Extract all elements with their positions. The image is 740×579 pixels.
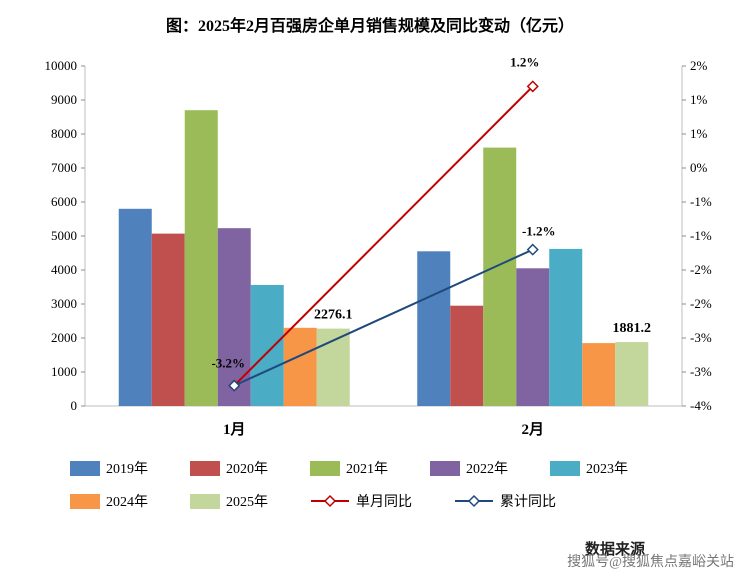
bar-2025年-2月 [615, 342, 649, 406]
legend-diamond [323, 494, 337, 508]
left-axis-tick-label: 0 [71, 398, 78, 413]
bar-2019年-1月 [118, 208, 152, 406]
left-axis-tick-label: 10000 [45, 58, 78, 73]
legend-swatch [190, 460, 220, 476]
bar-2020年-1月 [151, 233, 185, 406]
bar-2021年-2月 [483, 147, 517, 406]
left-axis-tick-label: 5000 [51, 228, 77, 243]
legend-label: 累计同比 [500, 495, 556, 510]
left-axis-tick-label: 7000 [51, 160, 77, 175]
bar-2022年-2月 [516, 268, 550, 406]
legend-label: 2022年 [466, 462, 508, 477]
legend-item-2022年: 2022年 [430, 458, 508, 478]
right-axis-tick-label: -2% [690, 296, 712, 311]
right-axis-tick-label: 2% [690, 58, 708, 73]
left-axis-tick-label: 3000 [51, 296, 77, 311]
right-axis-tick-label: -3% [690, 330, 712, 345]
left-axis-tick-label: 8000 [51, 126, 77, 141]
left-axis-tick-label: 6000 [51, 194, 77, 209]
legend-label: 2021年 [346, 462, 388, 477]
left-axis-tick-label: 2000 [51, 330, 77, 345]
legend-swatch [310, 460, 340, 476]
diamond-marker-单月同比 [526, 80, 539, 93]
legend-line-marker [311, 494, 349, 508]
sales-bar-line-chart: 0 1000 2000 3000 4000 5000 6000 7000 8000 9000 100… [45, 54, 712, 438]
legend-label: 单月同比 [356, 495, 412, 510]
legend-label: 2020年 [226, 462, 268, 477]
legend-swatch [430, 460, 460, 476]
bar-2020年-2月 [450, 305, 484, 406]
bar-2023年-1月 [250, 284, 284, 406]
category-label: 1月 [223, 421, 246, 438]
legend-item-2021年: 2021年 [310, 458, 388, 478]
line-value-label: 1.2% [510, 54, 539, 69]
line-value-label: -3.2% [211, 356, 245, 371]
data-source-label: 数据来源 [584, 542, 645, 558]
legend-swatch [70, 460, 100, 476]
left-axis-tick-label: 4000 [51, 262, 77, 277]
legend-item-累计同比: 累计同比 [454, 491, 556, 511]
category-label: 2月 [521, 421, 544, 438]
legend-item-2025年: 2025年 [190, 491, 268, 511]
legend-item-2023年: 2023年 [550, 458, 628, 478]
legend-item-2020年: 2020年 [190, 458, 268, 478]
legend-swatch [70, 493, 100, 509]
line-累计同比 [233, 248, 534, 387]
bar-2024年-2月 [582, 343, 616, 406]
right-axis-tick-label: -4% [690, 398, 712, 413]
right-axis-tick-label: -1% [690, 194, 712, 209]
right-axis-tick-label: -2% [690, 262, 712, 277]
legend-line-marker [455, 494, 493, 508]
bar-value-label: 2276.1 [314, 308, 353, 323]
legend-label: 2025年 [226, 495, 268, 510]
legend-swatch [550, 460, 580, 476]
left-axis-tick-label: 1000 [51, 364, 77, 379]
left-axis-tick-label: 9000 [51, 92, 77, 107]
bar-2023年-2月 [549, 248, 583, 406]
right-axis-tick-label: 1% [690, 92, 708, 107]
bar-2021年-1月 [184, 110, 218, 406]
line-value-label: -1.2% [522, 224, 556, 239]
legend-label: 2019年 [106, 462, 148, 477]
bar-2019年-2月 [417, 251, 451, 406]
diamond-marker-累计同比 [526, 243, 539, 256]
legend: 2019年 2020年 2021年 2022年 2023年 2024年 2025年 单月同比 累… [70, 458, 740, 511]
legend-row: 2019年 2020年 2021年 2022年 2023年 [70, 458, 740, 478]
legend-item-2024年: 2024年 [70, 491, 148, 511]
line-单月同比 [233, 85, 534, 387]
legend-swatch [190, 493, 220, 509]
bar-2022年-1月 [217, 228, 251, 406]
chart-title: 图：2025年2月百强房企单月销售规模及同比变动（亿元） [165, 18, 574, 35]
legend-item-2019年: 2019年 [70, 458, 148, 478]
legend-row: 2024年 2025年 单月同比 累计同比 [70, 491, 740, 511]
legend-label: 2024年 [106, 495, 148, 510]
watermark: 搜狐号@搜狐焦点嘉峪关站 [567, 555, 734, 570]
right-axis-tick-label: -3% [690, 364, 712, 379]
bar-value-label: 1881.2 [613, 321, 652, 336]
diamond-marker-累计同比 [228, 379, 241, 392]
bar-2024年-1月 [283, 327, 317, 406]
right-axis-tick-label: -1% [690, 228, 712, 243]
right-axis-tick-label: 0% [690, 160, 708, 175]
right-axis-tick-label: 1% [690, 126, 708, 141]
legend-item-单月同比: 单月同比 [310, 491, 412, 511]
legend-diamond [467, 494, 481, 508]
legend-label: 2023年 [586, 462, 628, 477]
